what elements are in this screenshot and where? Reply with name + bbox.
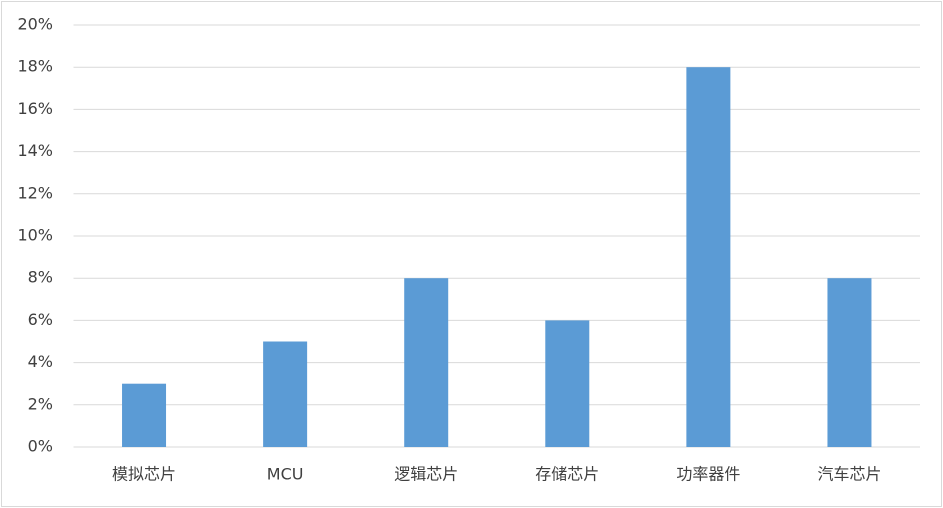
y-tick-label: 8%: [28, 268, 53, 287]
y-tick-label: 2%: [28, 394, 53, 413]
y-tick-label: 18%: [17, 57, 53, 76]
x-tick-label: 模拟芯片: [112, 465, 176, 484]
y-tick-label: 14%: [17, 141, 53, 160]
bar: [545, 320, 590, 447]
y-tick-label: 16%: [17, 99, 53, 118]
y-tick-label: 10%: [17, 226, 53, 245]
y-tick-label: 0%: [28, 437, 53, 456]
bar: [686, 67, 731, 447]
x-tick-label: MCU: [267, 465, 304, 484]
bar: [122, 383, 167, 447]
x-tick-label: 逻辑芯片: [394, 465, 458, 484]
bar: [404, 278, 449, 447]
y-tick-label: 20%: [17, 15, 53, 34]
x-tick-label: 功率器件: [676, 465, 740, 484]
bar: [827, 278, 872, 447]
y-tick-label: 6%: [28, 310, 53, 329]
y-tick-label: 12%: [17, 183, 53, 202]
x-tick-label: 汽车芯片: [817, 465, 881, 484]
y-tick-label: 4%: [28, 352, 53, 371]
bar: [263, 341, 308, 447]
x-tick-label: 存储芯片: [535, 465, 599, 484]
